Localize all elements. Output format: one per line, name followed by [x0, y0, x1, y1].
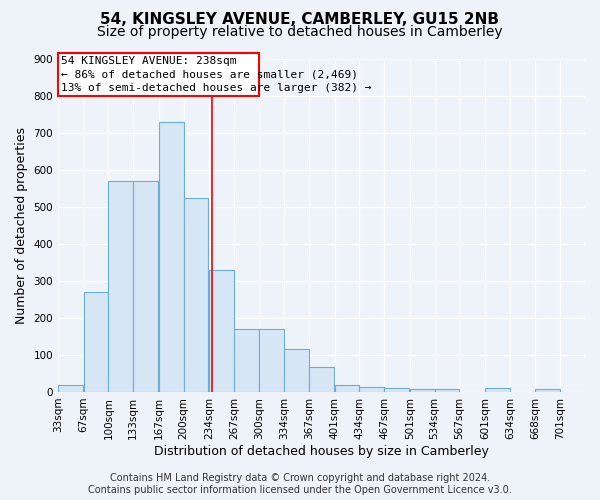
- Bar: [83, 292, 109, 392]
- Text: 54 KINGSLEY AVENUE: 238sqm
← 86% of detached houses are smaller (2,469)
13% of s: 54 KINGSLEY AVENUE: 238sqm ← 86% of deta…: [61, 56, 371, 93]
- X-axis label: Distribution of detached houses by size in Camberley: Distribution of detached houses by size …: [154, 444, 489, 458]
- Bar: [335, 384, 359, 392]
- Bar: [309, 367, 334, 392]
- Bar: [259, 329, 284, 392]
- Bar: [434, 389, 460, 392]
- FancyBboxPatch shape: [58, 54, 259, 96]
- Bar: [359, 387, 384, 392]
- Text: Contains HM Land Registry data © Crown copyright and database right 2024.
Contai: Contains HM Land Registry data © Crown c…: [88, 474, 512, 495]
- Bar: [58, 384, 83, 392]
- Bar: [209, 270, 234, 392]
- Bar: [184, 198, 208, 392]
- Bar: [485, 388, 510, 392]
- Text: Size of property relative to detached houses in Camberley: Size of property relative to detached ho…: [97, 25, 503, 39]
- Bar: [284, 350, 309, 392]
- Bar: [109, 181, 133, 392]
- Text: 54, KINGSLEY AVENUE, CAMBERLEY, GU15 2NB: 54, KINGSLEY AVENUE, CAMBERLEY, GU15 2NB: [101, 12, 499, 28]
- Bar: [234, 329, 259, 392]
- Bar: [159, 122, 184, 392]
- Bar: [535, 389, 560, 392]
- Bar: [133, 181, 158, 392]
- Y-axis label: Number of detached properties: Number of detached properties: [15, 127, 28, 324]
- Bar: [384, 388, 409, 392]
- Bar: [410, 389, 434, 392]
